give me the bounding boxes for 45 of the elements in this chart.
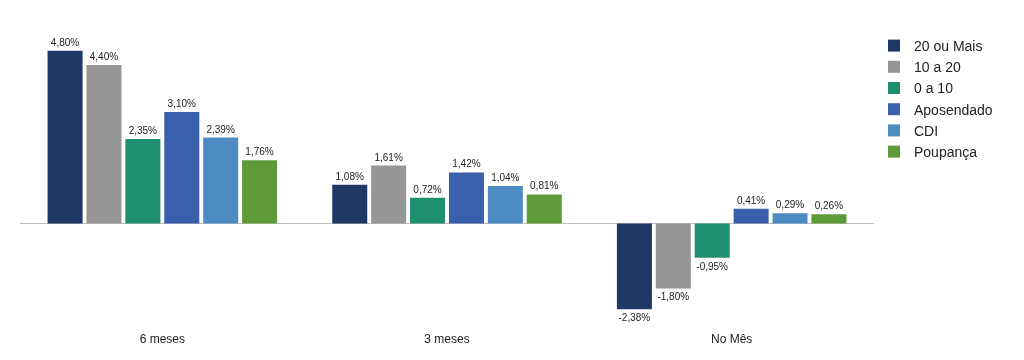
data-label: -0,95% xyxy=(696,260,729,272)
legend-label: 0 a 10 xyxy=(914,80,954,97)
x-tick-label: 3 meses xyxy=(424,332,470,346)
data-label: 0,26% xyxy=(814,200,844,212)
data-label: 0,81% xyxy=(530,180,559,192)
data-label: 1,04% xyxy=(491,172,520,184)
data-label: 4,40% xyxy=(89,51,119,63)
data-label: 1,76% xyxy=(245,146,274,158)
data-label: 3,10% xyxy=(167,97,197,109)
x-tick-label: No Mês xyxy=(711,332,753,346)
bar xyxy=(47,50,83,224)
legend-label: Poupança xyxy=(914,144,978,161)
x-tick-label: 6 meses xyxy=(139,332,186,346)
data-label: -2,38% xyxy=(618,312,651,324)
bar xyxy=(526,194,562,224)
data-label: 4,80% xyxy=(50,36,80,48)
bar xyxy=(733,208,769,224)
bar xyxy=(616,223,652,310)
bar xyxy=(811,214,847,224)
data-label: 1,42% xyxy=(452,158,481,170)
bar xyxy=(164,111,200,224)
bar xyxy=(86,65,122,224)
bar xyxy=(410,197,446,224)
data-label: 1,08% xyxy=(335,170,364,182)
bar xyxy=(125,138,161,224)
legend-label: Aposendado xyxy=(914,101,993,118)
bar xyxy=(448,172,484,224)
data-label: 0,29% xyxy=(775,199,805,211)
bar xyxy=(371,165,407,224)
data-label: 0,72% xyxy=(413,183,442,195)
legend-label: 10 a 20 xyxy=(914,59,961,76)
bar xyxy=(332,184,368,224)
bar xyxy=(694,223,730,258)
data-label: 1,61% xyxy=(374,151,403,163)
legend-label: 20 ou Mais xyxy=(914,38,983,55)
bar xyxy=(487,186,523,224)
data-label: 2,35% xyxy=(128,124,158,136)
data-label: 2,39% xyxy=(206,123,235,135)
bar xyxy=(203,137,239,224)
data-label: -1,80% xyxy=(657,291,690,303)
bar xyxy=(242,160,278,224)
data-label: 0,41% xyxy=(736,194,766,206)
bar xyxy=(772,213,808,224)
bar xyxy=(655,223,691,289)
legend-label: CDI xyxy=(914,122,939,139)
